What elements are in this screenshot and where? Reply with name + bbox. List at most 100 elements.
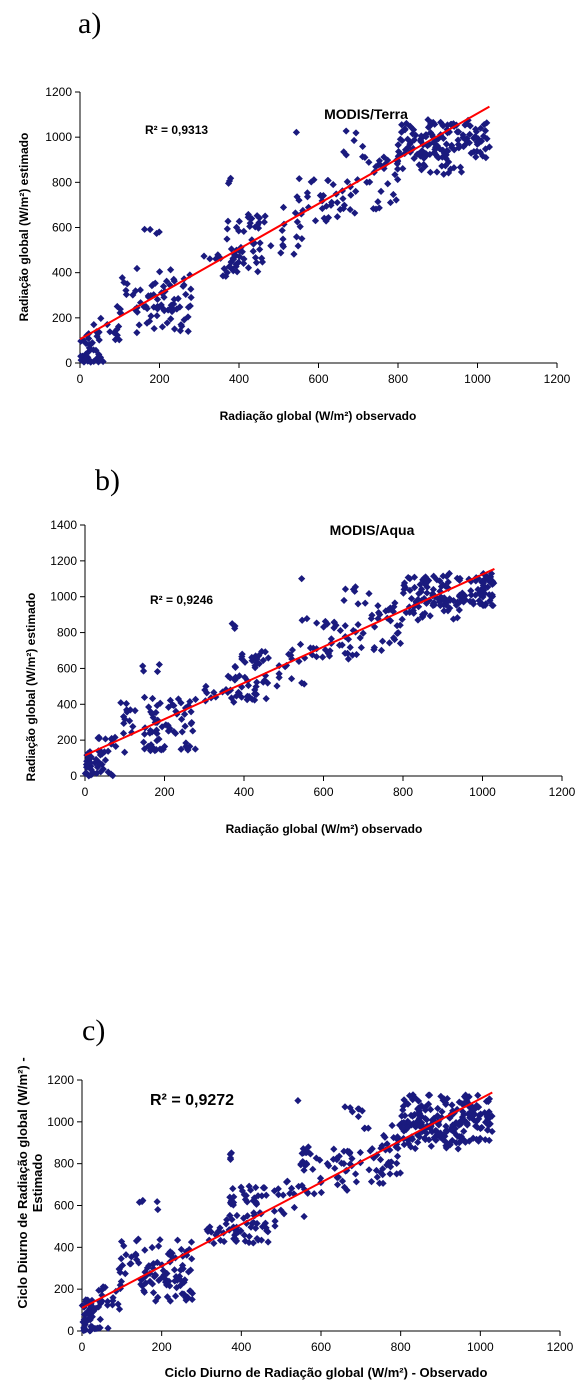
chart-title-b: MODIS/Aqua bbox=[330, 522, 415, 538]
data-point bbox=[367, 1178, 376, 1186]
data-point bbox=[416, 580, 424, 589]
x-tick-label: 1000 bbox=[469, 785, 496, 799]
data-point bbox=[158, 723, 166, 731]
data-point bbox=[172, 707, 180, 715]
data-point bbox=[473, 147, 481, 155]
data-point bbox=[383, 1140, 391, 1148]
data-point bbox=[368, 611, 376, 619]
data-point bbox=[309, 1165, 317, 1173]
data-point bbox=[468, 1110, 477, 1119]
data-point bbox=[325, 652, 334, 660]
data-point bbox=[150, 324, 158, 333]
data-point bbox=[360, 1124, 368, 1133]
data-point bbox=[395, 147, 403, 156]
data-point bbox=[454, 1145, 462, 1153]
data-point bbox=[333, 1181, 342, 1189]
data-point bbox=[252, 259, 261, 267]
data-point bbox=[241, 1237, 249, 1245]
data-point bbox=[386, 617, 395, 625]
y-axis-title-b: Radiação global (W/m²) estimado bbox=[24, 593, 38, 782]
data-point bbox=[262, 1191, 270, 1199]
data-point bbox=[220, 1237, 228, 1246]
data-point bbox=[466, 130, 474, 138]
data-point bbox=[433, 1112, 442, 1120]
data-point bbox=[277, 1206, 285, 1214]
data-point bbox=[336, 205, 344, 214]
data-point bbox=[474, 1137, 483, 1145]
data-point bbox=[393, 622, 401, 630]
data-point bbox=[437, 1133, 445, 1141]
data-point bbox=[148, 694, 157, 703]
data-point bbox=[182, 290, 190, 299]
data-point bbox=[354, 600, 362, 608]
data-point bbox=[353, 176, 362, 184]
data-point bbox=[461, 596, 469, 604]
data-point bbox=[378, 1142, 386, 1150]
data-point bbox=[157, 301, 165, 309]
data-point bbox=[442, 1138, 450, 1146]
data-point bbox=[444, 169, 453, 177]
data-point bbox=[398, 615, 406, 623]
data-point bbox=[352, 187, 360, 196]
data-point bbox=[173, 1283, 181, 1292]
data-point bbox=[188, 1255, 196, 1263]
data-point bbox=[229, 254, 237, 262]
data-point bbox=[148, 710, 156, 718]
data-point bbox=[436, 587, 444, 595]
y-axis-title-c-line1: Ciclo Diurno de Radiação global (W/m²) - bbox=[15, 1057, 30, 1308]
data-point bbox=[436, 145, 444, 153]
data-point bbox=[479, 581, 487, 590]
data-point bbox=[471, 591, 480, 599]
data-point bbox=[84, 353, 92, 361]
data-point bbox=[329, 180, 337, 189]
data-point bbox=[253, 212, 261, 220]
data-point bbox=[303, 615, 311, 623]
data-point bbox=[287, 651, 295, 659]
data-point bbox=[255, 652, 263, 660]
data-point bbox=[145, 317, 154, 325]
x-tick-label: 1200 bbox=[544, 372, 571, 386]
data-point bbox=[188, 1295, 196, 1304]
data-point bbox=[455, 592, 464, 601]
data-point bbox=[182, 743, 190, 751]
y-tick-label: 400 bbox=[54, 1240, 74, 1254]
x-axis-title-b: Radiação global (W/m²) observado bbox=[226, 822, 423, 836]
data-point bbox=[410, 583, 419, 592]
data-point bbox=[439, 1136, 447, 1144]
y-tick-label: 1000 bbox=[50, 590, 77, 604]
data-point bbox=[442, 598, 451, 606]
data-point bbox=[298, 235, 306, 243]
data-point bbox=[393, 1135, 401, 1143]
data-point bbox=[410, 573, 419, 581]
data-point bbox=[485, 1114, 493, 1122]
data-point bbox=[153, 312, 161, 320]
data-point bbox=[240, 259, 248, 267]
data-point bbox=[366, 178, 374, 186]
data-point bbox=[295, 1182, 303, 1191]
data-point bbox=[477, 124, 485, 132]
data-point bbox=[348, 1108, 356, 1116]
data-point bbox=[446, 1114, 454, 1122]
data-point bbox=[321, 646, 330, 654]
data-point bbox=[189, 727, 197, 735]
y-tick-label: 800 bbox=[54, 1157, 74, 1171]
data-point bbox=[316, 1174, 325, 1182]
data-point bbox=[343, 178, 351, 186]
data-point bbox=[93, 1324, 102, 1332]
data-point bbox=[412, 131, 420, 139]
data-point bbox=[184, 303, 193, 311]
data-point bbox=[138, 1197, 146, 1206]
data-point bbox=[184, 313, 192, 321]
data-point bbox=[310, 1190, 318, 1198]
data-point bbox=[227, 258, 235, 266]
data-point bbox=[264, 679, 272, 687]
data-point bbox=[483, 572, 491, 580]
data-point bbox=[255, 214, 264, 222]
data-point bbox=[408, 1135, 416, 1143]
data-point bbox=[477, 599, 485, 607]
data-point bbox=[93, 769, 101, 777]
data-point bbox=[290, 250, 298, 258]
data-point bbox=[438, 162, 446, 170]
data-point bbox=[262, 695, 270, 703]
data-point bbox=[77, 356, 85, 364]
